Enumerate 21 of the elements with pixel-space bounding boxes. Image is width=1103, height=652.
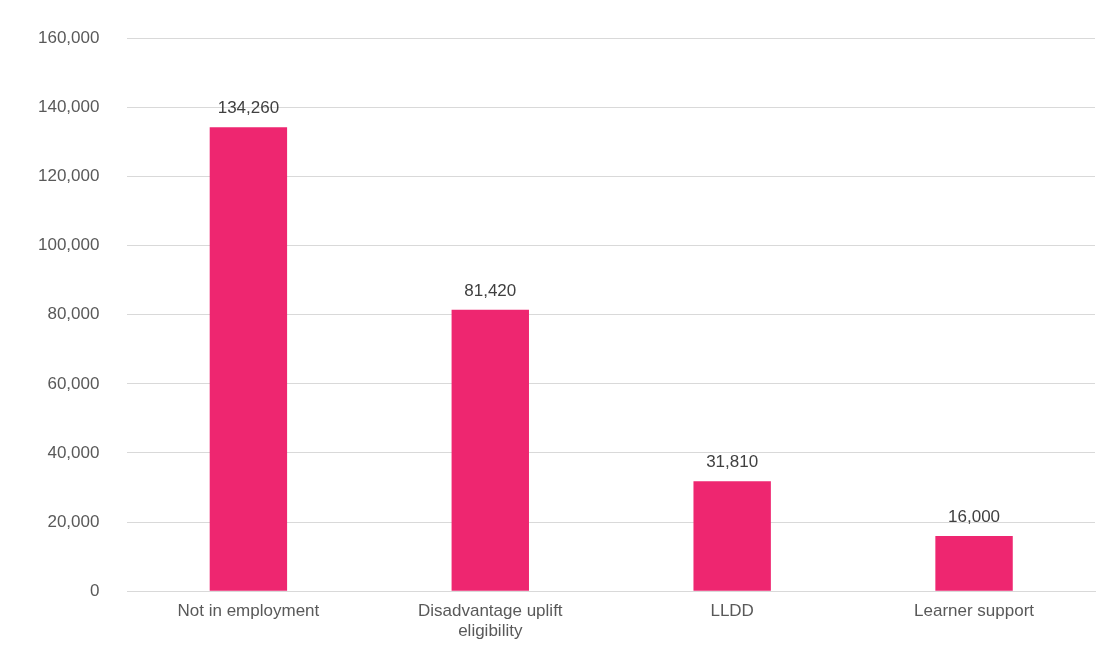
y-tick-label: 60,000 <box>47 373 100 393</box>
data-label: 134,260 <box>217 98 280 118</box>
y-tick-label: 40,000 <box>47 442 100 462</box>
y-tick-label: 120,000 <box>38 166 100 186</box>
data-label: 81,420 <box>464 280 517 300</box>
y-tick-label: 160,000 <box>38 27 100 47</box>
bar <box>935 535 1013 591</box>
y-tick-label: 140,000 <box>38 97 100 117</box>
x-tick-label: Disadvantage uplift eligibility <box>417 601 563 641</box>
data-label: 16,000 <box>948 507 1001 527</box>
bar <box>451 309 529 591</box>
data-label: 31,810 <box>706 452 759 472</box>
bar <box>693 481 771 591</box>
y-tick-label: 80,000 <box>47 304 100 324</box>
bar <box>209 127 288 591</box>
x-tick-label: Learner support <box>914 601 1035 621</box>
x-tick-label: LLDD <box>710 601 754 621</box>
y-tick-label: 100,000 <box>38 235 100 255</box>
x-tick-label: Not in employment <box>177 601 320 621</box>
y-tick-label: 20,000 <box>47 511 100 531</box>
y-tick-label: 0 <box>89 580 100 600</box>
